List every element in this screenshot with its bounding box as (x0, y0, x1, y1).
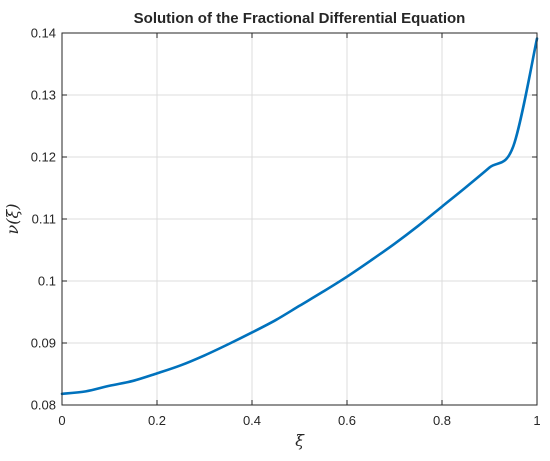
x-tick-label: 0.2 (148, 413, 166, 428)
x-tick-label: 1 (533, 413, 540, 428)
grid (61, 32, 538, 406)
y-tick-label: 0.12 (31, 150, 56, 165)
x-tick-label: 0.8 (433, 413, 451, 428)
x-tick-label: 0 (58, 413, 65, 428)
y-tick-label: 0.13 (31, 88, 56, 103)
x-axis-label: ξ (295, 431, 305, 450)
x-tick-label: 0.4 (243, 413, 261, 428)
y-axis: 0.08 0.09 0.1 0.11 0.12 0.13 0.14 (31, 26, 537, 413)
x-tick-label: 0.6 (338, 413, 356, 428)
chart-title: Solution of the Fractional Differential … (134, 10, 466, 27)
y-tick-label: 0.1 (38, 274, 56, 289)
y-tick-label: 0.08 (31, 398, 56, 413)
x-axis: 0 0.2 0.4 0.6 0.8 1 (58, 33, 541, 428)
y-tick-label: 0.11 (32, 212, 56, 227)
series-line (60, 37, 539, 396)
y-tick-label: 0.09 (31, 336, 56, 351)
plot-area (60, 37, 539, 396)
y-tick-label: 0.14 (31, 26, 56, 41)
y-axis-label: ν(ξ) (3, 203, 22, 234)
